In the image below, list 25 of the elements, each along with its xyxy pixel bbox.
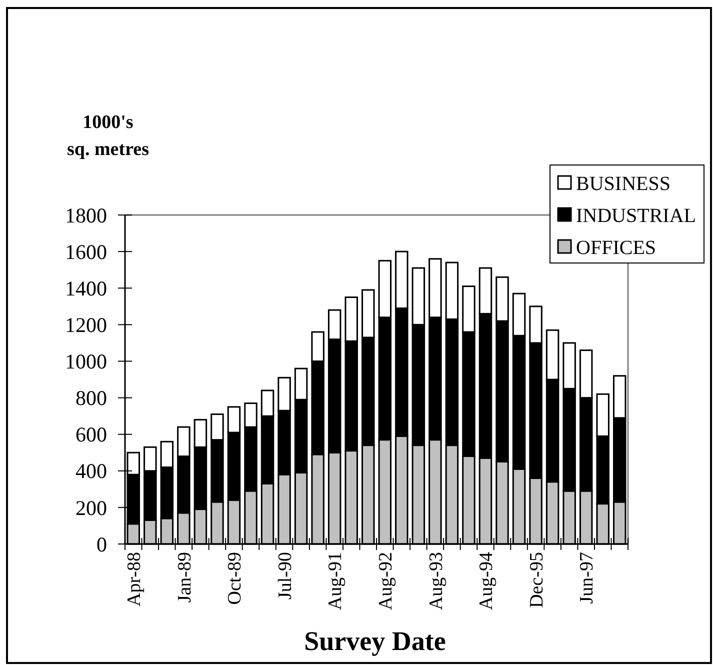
y-tick-label: 1600 [65,240,107,264]
x-axis-title: Survey Date [304,626,446,656]
x-tick-label: Dec-95 [526,552,548,608]
y-tick-label: 0 [96,532,107,556]
legend-label: OFFICES [576,237,656,259]
x-tick-label: Jul-90 [274,552,296,600]
x-tick-label: Jan-89 [174,552,196,603]
y-tick-label: 600 [76,422,107,447]
legend-label: INDUSTRIAL [576,205,696,227]
x-tick-label: Aug-91 [325,552,346,610]
x-tick-label: Jun-97 [576,552,598,604]
y-axis-title: 1000's sq. metres [67,112,149,160]
x-tick-label: Aug-92 [376,552,397,610]
x-tick-label: Oct-89 [224,552,246,605]
x-tick-label: Apr-88 [124,552,146,606]
y-tick-label: 400 [76,459,107,484]
y-tick-label: 1000 [65,350,107,374]
legend-label: BUSINESS [576,173,670,195]
y-tick-label: 200 [76,496,107,520]
x-tick-label: Aug-93 [426,552,447,610]
y-tick-label: 800 [76,386,107,410]
y-tick-label: 1800 [65,203,107,228]
x-tick-label: Aug-94 [476,552,498,610]
y-tick-label: 1200 [65,313,107,338]
y-tick-label: 1400 [65,276,107,300]
